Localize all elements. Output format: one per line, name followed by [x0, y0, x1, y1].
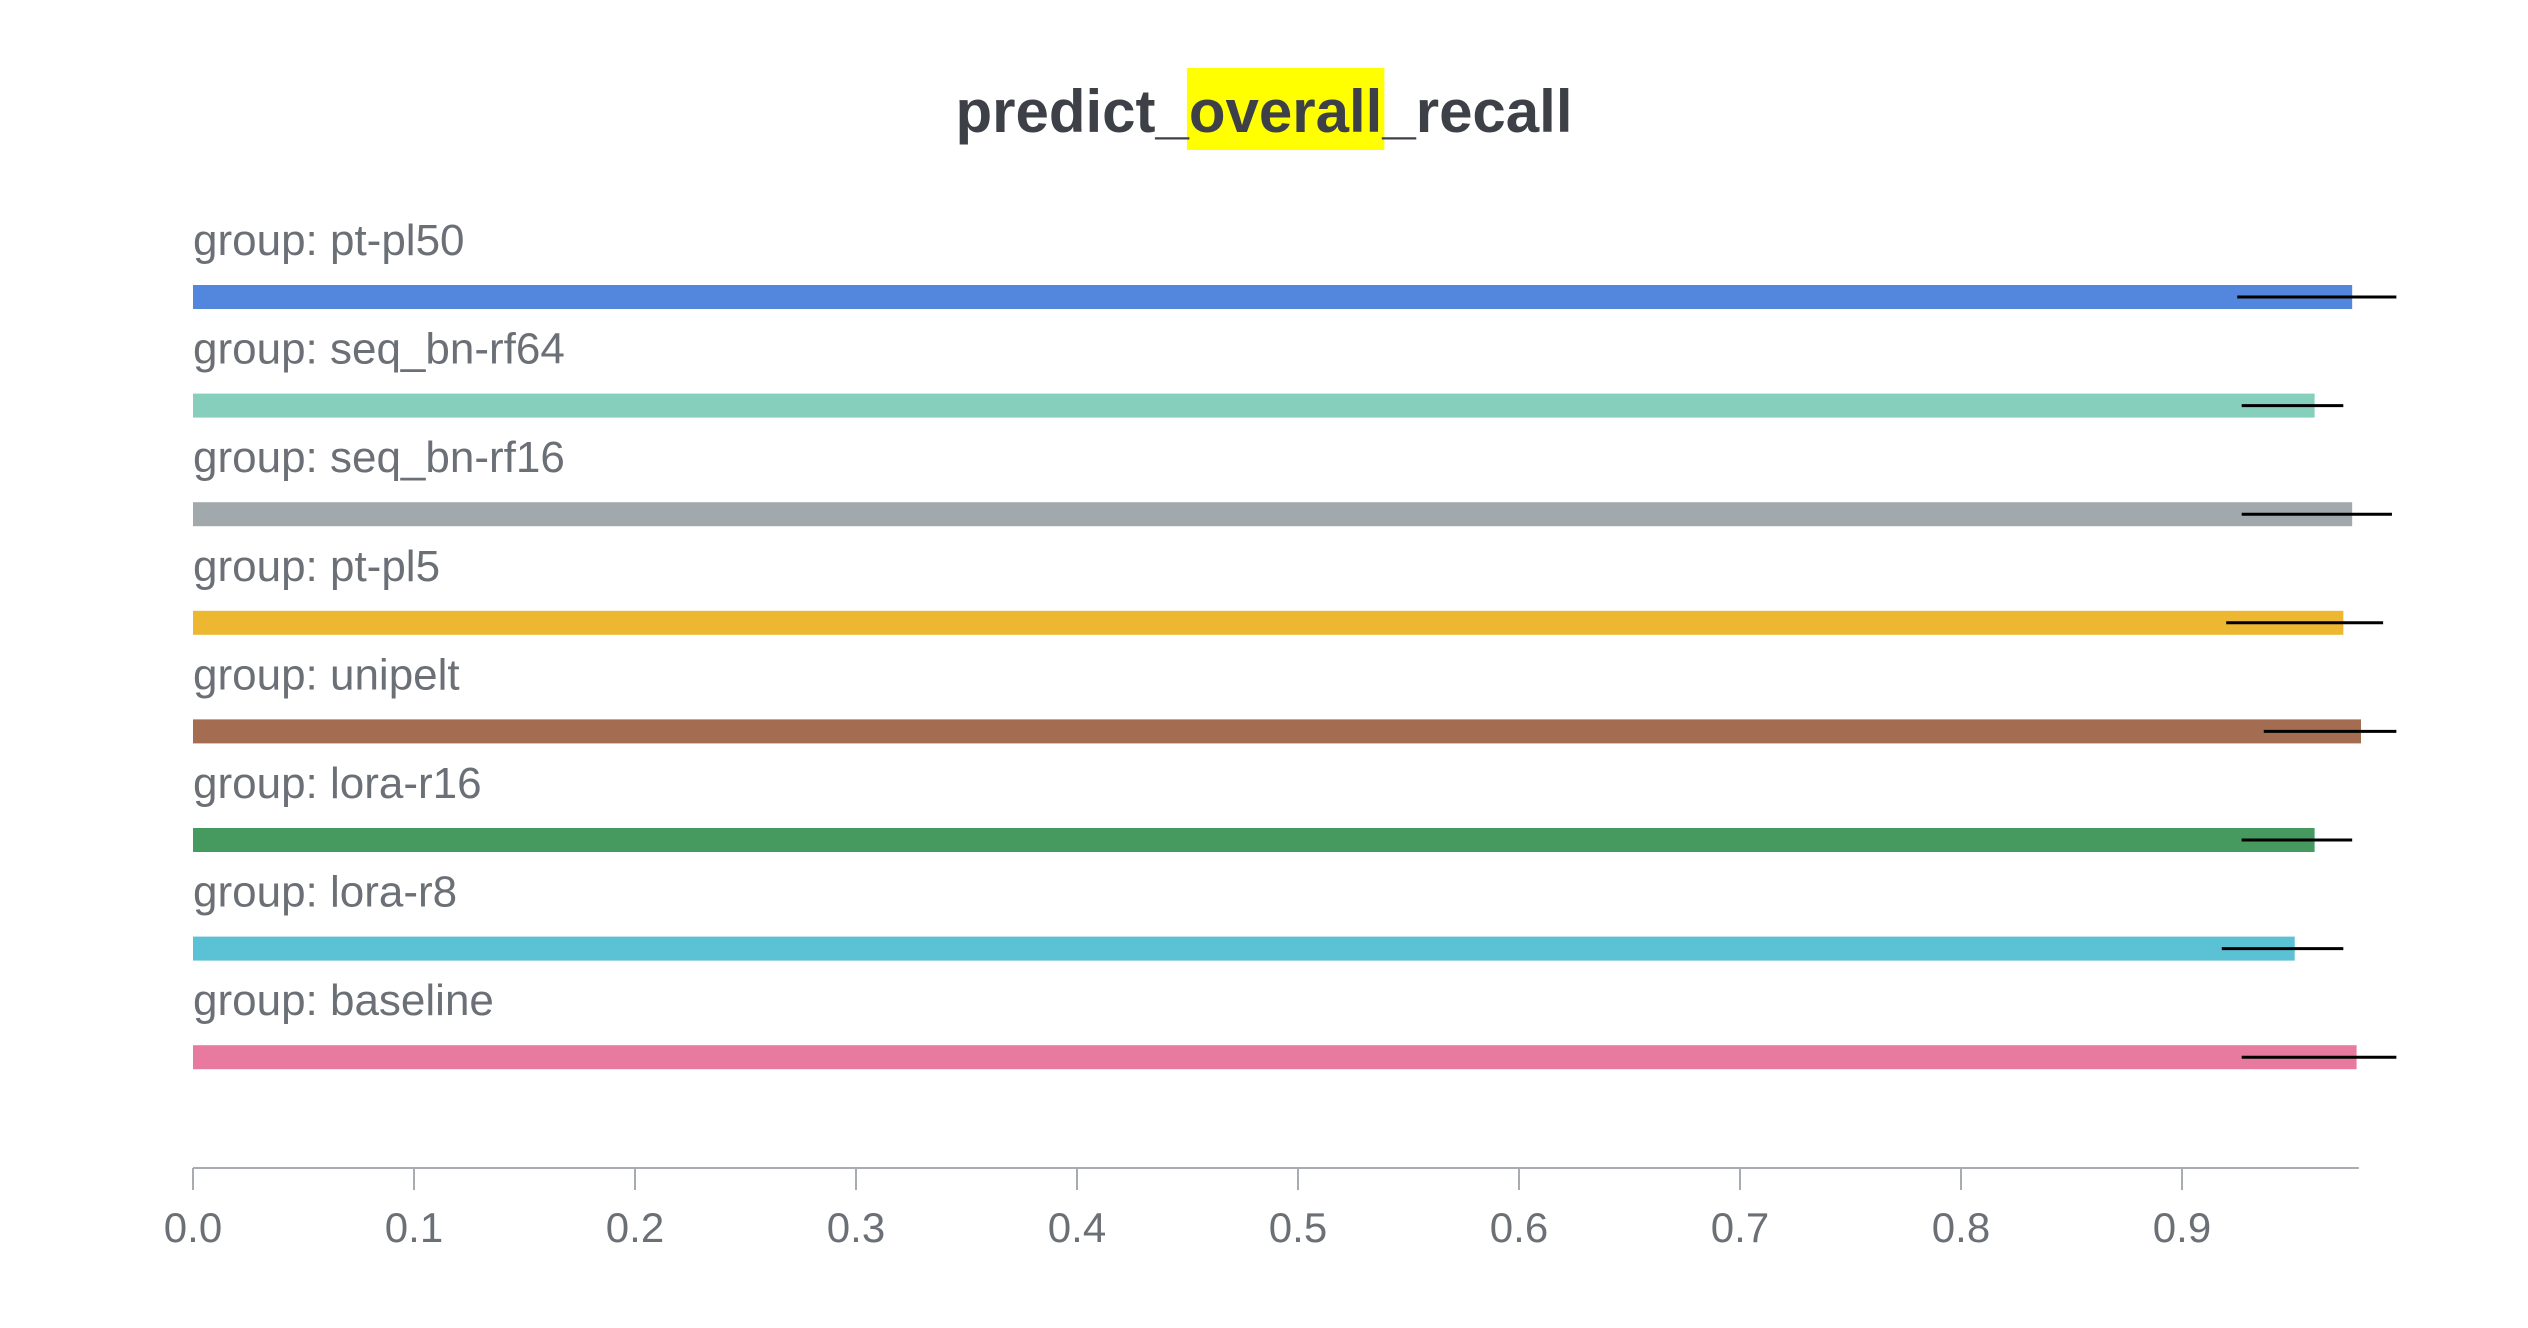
bar-label: group: pt-pl50	[193, 216, 465, 265]
x-tick-label: 0.0	[164, 1204, 222, 1251]
chart-title-text: predict_overall_recall	[955, 78, 1572, 145]
title-prefix: predict_	[955, 78, 1189, 145]
bars-group: group: pt-pl50 group: seq_bn-rf64 group: s…	[193, 216, 2397, 1070]
x-tick-label: 0.7	[1711, 1204, 1769, 1251]
bar	[193, 502, 2353, 527]
bar-label: group: pt-pl5	[193, 542, 440, 591]
bar	[193, 1045, 2357, 1070]
x-axis: 0.0 0.1 0.2 0.3 0.4 0.5 0.6 0.7 0.8 0.9	[164, 1167, 2359, 1251]
x-tick-label: 0.6	[1490, 1204, 1548, 1251]
title-highlight	[1186, 68, 1385, 150]
x-tick-label: 0.9	[2153, 1204, 2211, 1251]
bar	[193, 393, 2315, 418]
bar	[193, 285, 2353, 309]
bar-label: group: lora-r8	[193, 868, 457, 917]
x-tick-label: 0.4	[1048, 1204, 1106, 1251]
bar-label: group: seq_bn-rf64	[193, 325, 565, 374]
bar	[193, 610, 2344, 635]
title-highlight-text: overall	[1189, 78, 1382, 145]
bar	[193, 936, 2295, 961]
x-tick-label: 0.5	[1269, 1204, 1327, 1251]
title-suffix: _recall	[1381, 78, 1572, 145]
bar-label: group: unipelt	[193, 650, 460, 699]
x-tick-label: 0.8	[1932, 1204, 1990, 1251]
x-tick-label: 0.2	[606, 1204, 664, 1251]
bar	[193, 828, 2315, 852]
x-tick-label: 0.1	[385, 1204, 443, 1251]
chart-title: predict_overall_recall	[955, 68, 1573, 150]
bar-label: group: lora-r16	[193, 759, 482, 808]
x-tick-label: 0.3	[827, 1204, 885, 1251]
bar-label: group: baseline	[193, 976, 494, 1025]
bar-label: group: seq_bn-rf16	[193, 433, 565, 482]
bar	[193, 719, 2362, 744]
